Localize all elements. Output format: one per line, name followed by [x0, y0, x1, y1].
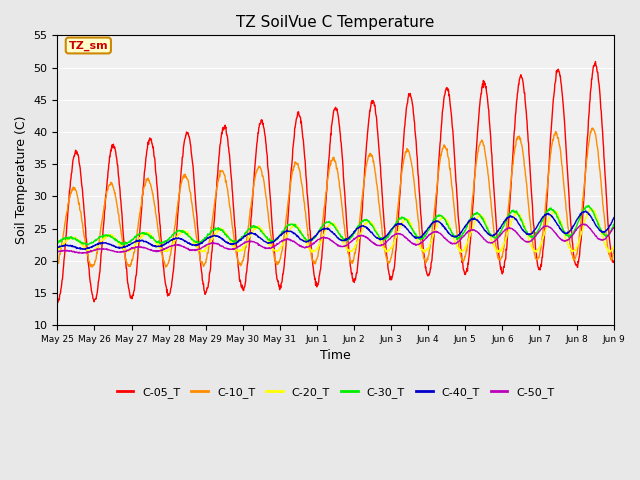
C-10_T: [162, 264, 170, 270]
Line: C-10_T: C-10_T: [58, 124, 640, 267]
C-40_T: [618, 206, 625, 212]
Line: C-40_T: C-40_T: [58, 209, 640, 250]
C-10_T: [147, 180, 154, 186]
C-10_T: [328, 158, 335, 164]
C-50_T: [617, 219, 625, 225]
Legend: C-05_T, C-10_T, C-20_T, C-30_T, C-40_T, C-50_T: C-05_T, C-10_T, C-20_T, C-30_T, C-40_T, …: [112, 383, 559, 403]
X-axis label: Time: Time: [320, 349, 351, 362]
C-50_T: [495, 234, 502, 240]
C-50_T: [582, 221, 589, 227]
C-40_T: [147, 241, 154, 247]
C-20_T: [582, 216, 589, 222]
C-20_T: [328, 221, 335, 227]
C-50_T: [54, 249, 61, 254]
C-30_T: [120, 242, 127, 248]
C-30_T: [582, 204, 589, 210]
C-50_T: [79, 251, 86, 256]
C-50_T: [147, 247, 154, 252]
Line: C-20_T: C-20_T: [58, 206, 640, 252]
C-20_T: [495, 250, 502, 255]
C-40_T: [495, 228, 502, 234]
Line: C-05_T: C-05_T: [58, 57, 640, 302]
C-30_T: [54, 239, 61, 245]
C-05_T: [629, 54, 637, 60]
C-50_T: [339, 244, 347, 250]
Y-axis label: Soil Temperature (C): Soil Temperature (C): [15, 116, 28, 244]
C-05_T: [147, 136, 154, 142]
Line: C-50_T: C-50_T: [58, 222, 640, 253]
C-40_T: [328, 229, 335, 235]
C-40_T: [54, 244, 61, 250]
C-20_T: [54, 247, 61, 252]
Line: C-30_T: C-30_T: [58, 204, 640, 245]
C-10_T: [54, 261, 61, 266]
C-10_T: [495, 256, 502, 262]
C-30_T: [495, 233, 502, 239]
C-05_T: [328, 121, 335, 127]
C-05_T: [582, 170, 589, 176]
Text: TZ_sm: TZ_sm: [68, 40, 108, 50]
Title: TZ SoilVue C Temperature: TZ SoilVue C Temperature: [236, 15, 435, 30]
C-10_T: [339, 214, 347, 219]
C-30_T: [339, 237, 347, 242]
C-20_T: [625, 204, 632, 209]
C-30_T: [328, 221, 335, 227]
C-10_T: [625, 121, 633, 127]
C-30_T: [147, 233, 154, 239]
C-10_T: [582, 171, 589, 177]
C-40_T: [339, 238, 347, 243]
C-50_T: [328, 238, 335, 244]
C-20_T: [147, 233, 154, 239]
C-20_T: [339, 239, 347, 244]
C-40_T: [582, 208, 589, 214]
C-05_T: [495, 246, 502, 252]
C-05_T: [54, 300, 61, 305]
C-40_T: [81, 247, 89, 252]
C-30_T: [620, 201, 628, 206]
C-05_T: [54, 299, 61, 305]
C-05_T: [339, 165, 347, 170]
C-20_T: [84, 250, 92, 255]
